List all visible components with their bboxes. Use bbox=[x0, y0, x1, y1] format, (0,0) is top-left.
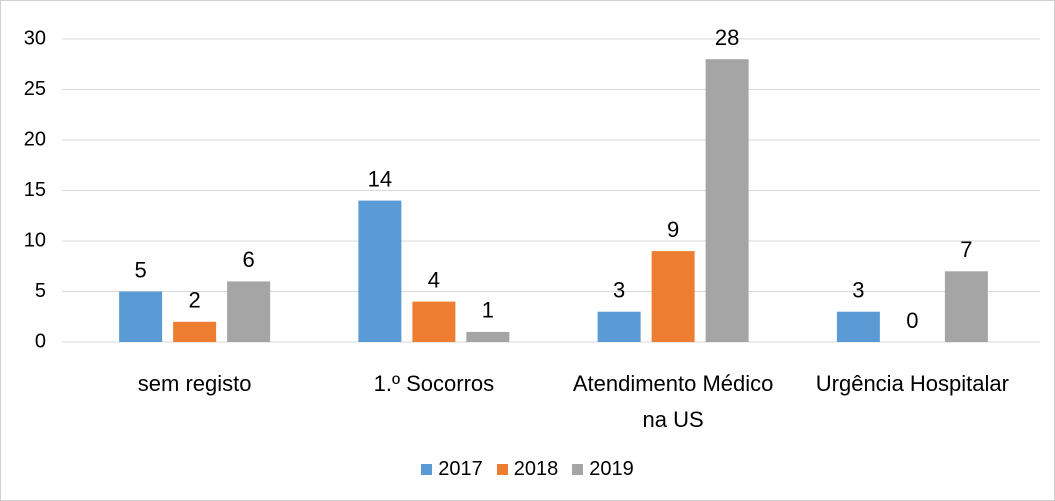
x-tick-label: Atendimento Médico na US bbox=[572, 371, 774, 432]
x-tick-label: sem registo bbox=[137, 371, 252, 396]
data-label: 6 bbox=[243, 247, 255, 272]
data-label: 2 bbox=[189, 288, 201, 313]
data-label: 14 bbox=[368, 166, 392, 191]
bar bbox=[597, 311, 641, 342]
data-label: 5 bbox=[135, 257, 147, 282]
bar bbox=[836, 311, 880, 342]
y-tick-label: 20 bbox=[24, 128, 46, 150]
bar bbox=[119, 291, 163, 342]
legend-label: 2018 bbox=[513, 458, 559, 480]
legend-item: 2017 bbox=[421, 458, 483, 481]
bar bbox=[466, 331, 510, 342]
y-tick-label: 10 bbox=[24, 229, 46, 251]
data-label: 9 bbox=[667, 217, 679, 242]
y-tick-label: 30 bbox=[24, 27, 46, 49]
legend-label: 2017 bbox=[438, 458, 483, 480]
bar bbox=[227, 281, 271, 342]
legend-item: 2019 bbox=[572, 458, 634, 481]
legend-swatch bbox=[572, 464, 584, 475]
data-label: 3 bbox=[852, 278, 864, 303]
x-tick-label: Urgência Hospitalar bbox=[815, 371, 1009, 396]
bar bbox=[358, 200, 402, 342]
data-label: 1 bbox=[482, 298, 494, 323]
data-label: 7 bbox=[960, 237, 972, 262]
legend: 2017 2018 2019 bbox=[0, 458, 1055, 481]
bar bbox=[412, 301, 456, 342]
y-tick-label: 0 bbox=[35, 330, 46, 352]
legend-item: 2018 bbox=[496, 458, 559, 481]
data-label: 28 bbox=[715, 25, 739, 50]
bar bbox=[651, 251, 695, 342]
data-label: 3 bbox=[613, 278, 625, 303]
y-tick-label: 15 bbox=[24, 179, 46, 201]
x-tick-label: 1.º Socorros bbox=[373, 371, 495, 396]
legend-swatch bbox=[421, 464, 433, 475]
data-label: 4 bbox=[428, 267, 440, 292]
bar bbox=[173, 321, 217, 342]
legend-label: 2019 bbox=[589, 458, 634, 480]
legend-swatch bbox=[496, 464, 508, 475]
bar bbox=[944, 271, 988, 342]
data-label: 0 bbox=[906, 308, 918, 333]
y-tick-label: 5 bbox=[35, 280, 46, 302]
bar bbox=[705, 59, 749, 342]
y-tick-label: 25 bbox=[24, 78, 46, 100]
